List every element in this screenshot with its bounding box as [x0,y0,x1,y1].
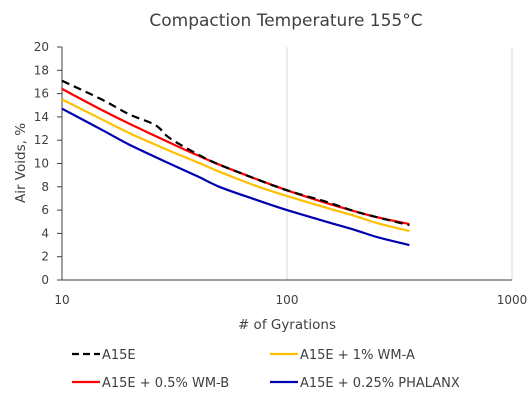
y-tick-label: 20 [34,40,49,54]
legend: A15E A15E + 1% WM-A A15E + 0.5% WM-B A15E +… [72,348,460,391]
y-tick-label: 2 [41,250,49,264]
legend-label: A15E + 0.25% PHALANX [300,376,460,391]
y-tick-label: 16 [34,87,49,101]
y-tick-label: 18 [34,63,49,77]
y-axis-label: Air Voids, % [13,123,29,203]
plot-area: 0 2 4 6 8 10 12 14 16 18 20 10 100 1000 [34,40,528,307]
y-tick-label: 12 [34,133,49,147]
x-tick-label: 10 [54,293,69,307]
legend-label: A15E + 0.5% WM-B [102,376,229,391]
chart-title: Compaction Temperature 155°C [149,11,422,31]
y-tick-label: 4 [41,226,49,240]
x-tick-label: 1000 [497,293,528,307]
legend-label: A15E [102,348,136,363]
series-line-2 [61,87,410,226]
y-tick-label: 6 [41,203,49,217]
y-tick-label: 10 [34,157,49,171]
y-tick-label: 8 [41,180,49,194]
series-line-0 [61,79,410,227]
y-tick-label: 0 [41,273,49,287]
x-tick-label: 100 [276,293,299,307]
series-line-1 [61,98,410,233]
y-tick-label: 14 [34,110,49,124]
legend-label: A15E + 1% WM-A [300,348,415,363]
series-line-3 [61,107,410,247]
x-axis-label: # of Gyrations [238,317,336,333]
